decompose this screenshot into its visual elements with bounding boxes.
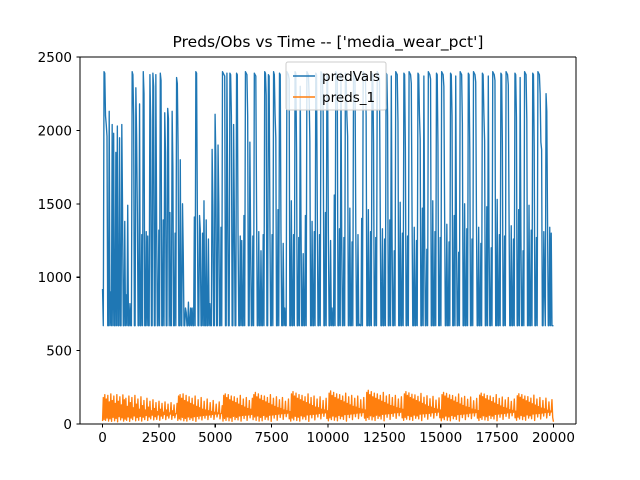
y-tick-label: 0: [63, 417, 72, 433]
x-tick-label: 0: [98, 430, 107, 446]
y-axis-ticks: 0 500 1000 1500 2000 2500: [38, 50, 80, 433]
x-tick-label: 15000: [419, 430, 462, 446]
legend[interactable]: predVals preds_1: [285, 61, 387, 111]
y-tick-label: 1500: [38, 197, 72, 213]
page-title: Preds/Obs vs Time -- ['media_wear_pct']: [173, 33, 484, 52]
x-tick-label: 10000: [307, 430, 350, 446]
legend-label-preds_1: preds_1: [322, 90, 375, 106]
x-tick-label: 7500: [254, 430, 288, 446]
x-axis-ticks: 0 2500 5000 7500 10000 12500 15000 17500 20000: [98, 424, 575, 446]
legend-box: [285, 61, 387, 111]
y-tick-label: 1000: [38, 270, 72, 286]
series-line-predVals: [101, 71, 554, 327]
data-series-group: [101, 71, 555, 423]
x-tick-label: 5000: [198, 430, 232, 446]
x-tick-label: 2500: [142, 430, 176, 446]
y-tick-label: 2500: [38, 50, 72, 66]
y-tick-label: 500: [46, 344, 72, 360]
x-tick-label: 17500: [476, 430, 519, 446]
axes-frame: [79, 56, 577, 425]
x-tick-label: 12500: [363, 430, 406, 446]
series-line-preds_1: [101, 389, 555, 423]
legend-label-predVals: predVals: [322, 69, 380, 85]
x-tick-label: 20000: [532, 430, 575, 446]
y-tick-label: 2000: [38, 123, 72, 139]
